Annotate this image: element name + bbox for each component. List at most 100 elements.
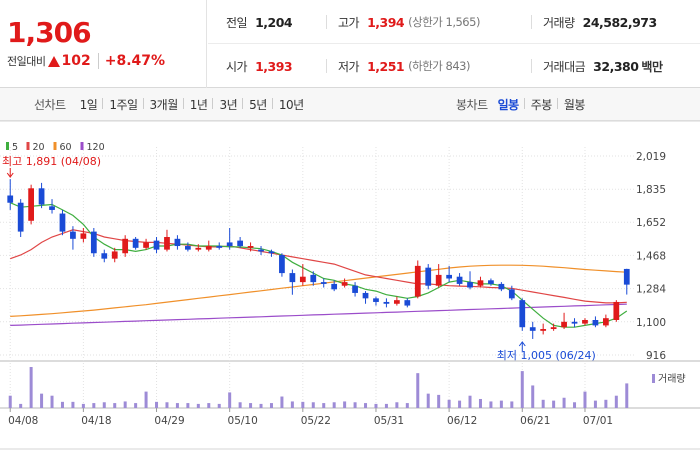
change-percent: +8.47% xyxy=(97,53,165,69)
y-tick-label: 1,652 xyxy=(636,217,666,229)
volume-bar xyxy=(583,391,587,408)
volume-bar xyxy=(353,402,357,408)
x-tick-label: 07/01 xyxy=(583,415,613,427)
volume-bar xyxy=(207,403,211,408)
volume-bar xyxy=(113,403,117,408)
volume-bar xyxy=(364,403,368,408)
candle-body xyxy=(623,268,630,285)
volume-bar xyxy=(447,399,451,408)
candle-body xyxy=(446,274,452,279)
open-value: 1,393 xyxy=(255,58,293,74)
candle-body xyxy=(561,321,567,328)
period-10y[interactable]: 10년 xyxy=(271,96,310,113)
high-marker-label: 최고 1,891 (04/08) xyxy=(2,155,101,168)
volume-bar xyxy=(290,401,294,408)
candle-body xyxy=(488,280,494,284)
candle-body xyxy=(362,292,369,299)
low-value: 1,251 xyxy=(367,58,405,74)
candle-body xyxy=(174,238,181,247)
volume-bar xyxy=(280,396,284,408)
volume-bar xyxy=(29,367,33,408)
legend-swatch xyxy=(80,142,84,150)
divider xyxy=(531,15,532,29)
candle-body xyxy=(498,283,505,290)
candle-monthly[interactable]: 월봉 xyxy=(556,96,591,113)
change-amount: 102 xyxy=(61,53,91,69)
x-tick-label: 06/12 xyxy=(447,415,477,427)
x-tick-label: 04/08 xyxy=(8,415,38,427)
high-label: 고가 xyxy=(338,15,360,30)
low-marker-arrowhead xyxy=(518,341,526,347)
period-1w[interactable]: 1주일 xyxy=(102,96,143,113)
volume-bar xyxy=(311,402,315,408)
candle-body xyxy=(101,253,108,259)
prev-close-label: 전일 xyxy=(226,15,248,30)
candle-body xyxy=(258,249,264,252)
legend-label: 120 xyxy=(87,142,105,153)
candle-body xyxy=(153,240,160,250)
volume-bar xyxy=(217,403,221,408)
stats-row-1: 전일 1,204 고가 1,394 (상한가 1,565) 거래량 24,582… xyxy=(208,0,700,44)
candle-body xyxy=(111,251,118,259)
period-3y[interactable]: 3년 xyxy=(212,96,243,113)
candle-body xyxy=(341,282,348,286)
candle-body xyxy=(394,300,400,304)
candle-body xyxy=(352,285,358,293)
x-tick-label: 05/10 xyxy=(228,415,258,427)
period-1d[interactable]: 1일 xyxy=(79,98,98,112)
candle-body xyxy=(320,282,327,284)
volume-bar xyxy=(60,401,64,408)
line-chart-title: 선차트 xyxy=(34,98,66,112)
candle-body xyxy=(122,238,129,254)
candle-body xyxy=(404,300,411,306)
candlestick-chart: 거래량 2,019 1,835 1,652 1,468 1,284 1,100 916 04/… xyxy=(0,121,700,450)
volume-legend-swatch xyxy=(652,374,655,383)
candle-daily[interactable]: 일봉 xyxy=(497,98,520,112)
volume-bar xyxy=(416,373,420,408)
candle-weekly[interactable]: 주봉 xyxy=(523,96,558,113)
volume-bar xyxy=(165,402,169,408)
candle-body xyxy=(435,274,442,286)
volume-bar xyxy=(186,403,190,408)
period-5y[interactable]: 5년 xyxy=(242,96,273,113)
volume-bar xyxy=(374,403,378,408)
volume-bar xyxy=(301,401,305,408)
period-1y[interactable]: 1년 xyxy=(182,96,214,113)
volume-bar xyxy=(238,402,242,408)
volume-bar xyxy=(81,403,85,408)
candle-body xyxy=(383,301,390,304)
candle-body xyxy=(205,246,212,250)
candle-body xyxy=(425,267,432,286)
y-tick-label: 916 xyxy=(646,350,666,362)
volume-bar xyxy=(175,403,179,408)
chart-background xyxy=(0,121,700,450)
volume-bar xyxy=(458,400,462,408)
volume-bar xyxy=(426,393,430,408)
ma20-line xyxy=(10,229,627,304)
volume-bar xyxy=(531,385,535,408)
candle-body xyxy=(237,240,243,247)
volume-bar xyxy=(134,403,138,408)
volume-bar xyxy=(405,403,409,408)
candle-body xyxy=(508,289,515,299)
y-tick-label: 1,284 xyxy=(636,284,666,296)
low-marker-label: 최저 1,005 (06/24) xyxy=(497,349,596,362)
volume-bar xyxy=(102,402,106,408)
prev-close-value: 1,204 xyxy=(255,14,293,30)
chart-axes: 2,019 1,835 1,652 1,468 1,284 1,100 916 04/08 04… xyxy=(8,151,666,427)
change-row: 전일대비 102 +8.47% xyxy=(7,53,165,69)
candle-body xyxy=(185,246,191,250)
period-3m[interactable]: 3개월 xyxy=(142,96,184,113)
volume-cell: 거래량 24,582,973 xyxy=(533,0,657,44)
y-tick-label: 1,468 xyxy=(636,250,666,262)
candles xyxy=(7,179,630,339)
volume-bar xyxy=(19,403,23,408)
volume-bar xyxy=(489,401,493,408)
candle-chart-periods: 봉차트 일봉 주봉 월봉 xyxy=(456,88,591,121)
volume-bar xyxy=(343,401,347,408)
quote-stats: 전일 1,204 고가 1,394 (상한가 1,565) 거래량 24,582… xyxy=(208,0,700,88)
legend-swatch xyxy=(26,142,30,150)
candle-body xyxy=(331,283,338,290)
candle-body xyxy=(216,246,223,248)
candle-body xyxy=(519,300,526,328)
